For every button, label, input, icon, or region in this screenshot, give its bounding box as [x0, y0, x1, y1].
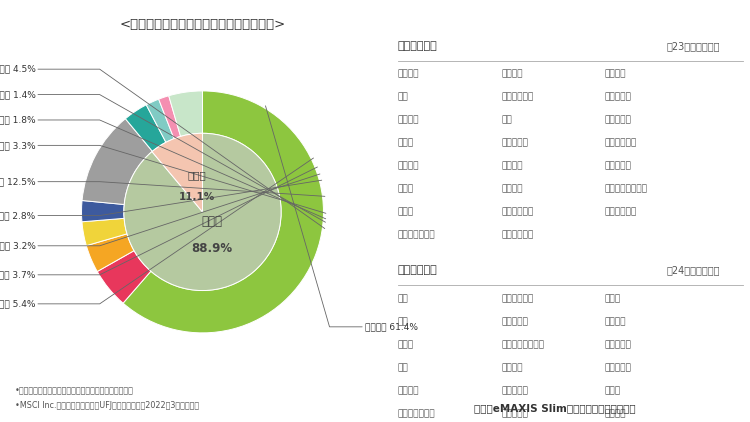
- Text: フィンランド: フィンランド: [501, 231, 533, 240]
- Text: 中国 3.3%: 中国 3.3%: [0, 141, 35, 150]
- Text: 日本 5.4%: 日本 5.4%: [0, 299, 35, 308]
- Text: 韓国: 韓国: [398, 363, 408, 372]
- Text: サウジアラビア: サウジアラビア: [398, 409, 435, 418]
- Text: フランス: フランス: [398, 162, 419, 171]
- Text: トルコ: トルコ: [604, 294, 621, 303]
- Text: デンマーク: デンマーク: [501, 139, 528, 148]
- Text: 香港: 香港: [501, 116, 512, 124]
- Text: 新興国: 新興国: [187, 170, 206, 181]
- Text: スイス: スイス: [398, 185, 414, 194]
- Text: フィリピン: フィリピン: [501, 409, 528, 418]
- Text: オーストリア: オーストリア: [604, 208, 637, 217]
- Text: イギリス 3.7%: イギリス 3.7%: [0, 271, 35, 279]
- Text: 88.9%: 88.9%: [191, 242, 232, 255]
- Wedge shape: [123, 91, 323, 333]
- Text: 中国: 中国: [398, 294, 408, 303]
- Text: •表示桁未満の数値がある場合、四捨五入しています。: •表示桁未満の数値がある場合、四捨五入しています。: [15, 386, 134, 395]
- Text: 出典：eMAXIS Slim全世界株式交付目論見書: 出典：eMAXIS Slim全世界株式交付目論見書: [474, 403, 636, 414]
- Wedge shape: [152, 133, 202, 212]
- Text: スウェーデン: スウェーデン: [501, 93, 533, 102]
- Text: オランダ: オランダ: [501, 70, 523, 78]
- Text: スペイン: スペイン: [501, 185, 523, 194]
- Text: 11.1%: 11.1%: [178, 192, 214, 203]
- Text: フランス 2.8%: フランス 2.8%: [0, 211, 35, 220]
- Text: 日本: 日本: [398, 93, 408, 102]
- Text: イスラエル: イスラエル: [604, 116, 631, 124]
- Wedge shape: [82, 119, 152, 205]
- Text: アメリカ: アメリカ: [398, 70, 419, 78]
- Text: ギリシャ: ギリシャ: [604, 317, 626, 326]
- Text: 先進国: 先進国: [202, 215, 223, 228]
- Wedge shape: [82, 200, 124, 222]
- Text: ベルギー: ベルギー: [604, 70, 626, 78]
- Text: その他 12.5%: その他 12.5%: [0, 177, 35, 186]
- Text: チェコ: チェコ: [604, 386, 621, 395]
- Text: カナダ 3.2%: カナダ 3.2%: [0, 241, 35, 250]
- Text: ドイツ: ドイツ: [398, 208, 414, 217]
- Wedge shape: [146, 99, 174, 142]
- Text: 台湾 1.8%: 台湾 1.8%: [0, 116, 35, 124]
- Wedge shape: [169, 91, 202, 136]
- Text: 新興国・地域: 新興国・地域: [398, 265, 437, 275]
- Wedge shape: [125, 105, 166, 151]
- Text: ハンガリー: ハンガリー: [604, 363, 631, 372]
- Wedge shape: [86, 234, 134, 271]
- Wedge shape: [124, 133, 281, 290]
- Text: 先進国・地域: 先進国・地域: [398, 41, 437, 51]
- Wedge shape: [98, 251, 151, 303]
- Text: アメリカ 61.4%: アメリカ 61.4%: [364, 322, 418, 331]
- Text: ノルウェー: ノルウェー: [604, 93, 631, 102]
- Text: インドネシア: インドネシア: [501, 294, 533, 303]
- Text: その他 4.5%: その他 4.5%: [0, 65, 35, 74]
- Text: エジプト: エジプト: [604, 409, 626, 418]
- Text: クウェート: クウェート: [501, 386, 528, 395]
- Text: アラブ首長国連邦: アラブ首長国連邦: [501, 340, 544, 349]
- Text: •MSCI Inc.のデータを基に三菱UFJ国際投信作成（2022年3月末現在）: •MSCI Inc.のデータを基に三菱UFJ国際投信作成（2022年3月末現在）: [15, 401, 200, 411]
- Text: コロンビア: コロンビア: [604, 340, 631, 349]
- Text: （23ヵ国・地域）: （23ヵ国・地域）: [667, 41, 720, 51]
- Text: インド: インド: [398, 340, 414, 349]
- Text: イタリア: イタリア: [501, 162, 523, 171]
- Wedge shape: [159, 96, 181, 138]
- Text: ニュージーランド: ニュージーランド: [604, 185, 647, 194]
- Text: マレーシア: マレーシア: [501, 317, 528, 326]
- Text: ポルトガル: ポルトガル: [604, 162, 631, 171]
- Text: （24ヵ国・地域）: （24ヵ国・地域）: [667, 265, 720, 275]
- Text: ブラジル: ブラジル: [398, 386, 419, 395]
- Text: シンガポール: シンガポール: [501, 208, 533, 217]
- Text: カタール: カタール: [501, 363, 523, 372]
- Text: カナダ: カナダ: [398, 139, 414, 148]
- Title: <対象インデックスの国・地域別構成比率>: <対象インデックスの国・地域別構成比率>: [119, 18, 286, 31]
- Text: イギリス: イギリス: [398, 116, 419, 124]
- Wedge shape: [82, 218, 127, 246]
- Text: オーストラリア: オーストラリア: [398, 231, 435, 240]
- Text: アイルランド: アイルランド: [604, 139, 637, 148]
- Text: インド 1.4%: インド 1.4%: [0, 90, 35, 99]
- Text: 台湾: 台湾: [398, 317, 408, 326]
